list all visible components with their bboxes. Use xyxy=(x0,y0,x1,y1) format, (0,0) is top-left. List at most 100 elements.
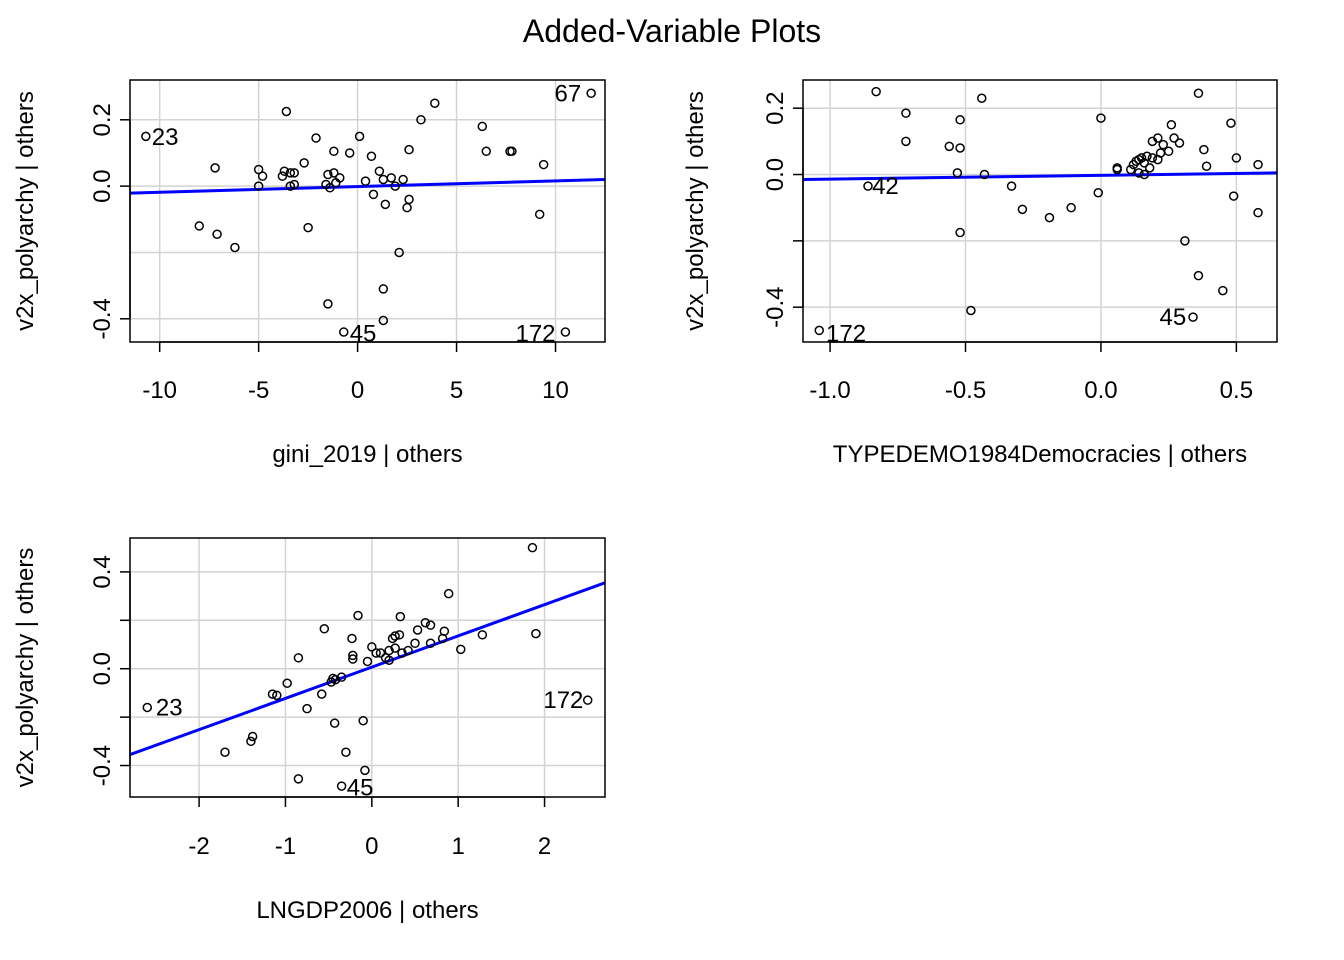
data-point xyxy=(330,674,341,685)
data-point xyxy=(289,179,300,190)
y-tick-label: -0.4 xyxy=(762,286,789,327)
point-label: 45 xyxy=(1160,304,1187,331)
y-tick-label: 0.2 xyxy=(89,103,116,136)
data-point xyxy=(1228,191,1239,201)
point-label: 42 xyxy=(872,173,899,200)
data-point xyxy=(1180,236,1190,246)
data-point xyxy=(253,164,264,175)
data-point xyxy=(404,144,414,155)
data-point xyxy=(141,131,151,142)
data-point xyxy=(966,305,976,316)
data-point xyxy=(246,736,256,747)
data-point xyxy=(230,242,240,253)
data-point xyxy=(282,678,292,688)
data-point xyxy=(329,168,339,178)
data-point xyxy=(1163,146,1174,157)
data-point xyxy=(386,173,396,183)
data-point xyxy=(481,146,491,157)
data-point xyxy=(247,731,258,742)
data-point xyxy=(348,654,358,664)
data-point xyxy=(1193,270,1204,281)
data-point xyxy=(378,174,389,185)
data-point xyxy=(384,645,394,656)
x-axis-label: gini_2019 | others xyxy=(272,441,462,468)
x-tick-label: 2 xyxy=(538,833,551,860)
data-point xyxy=(336,781,347,791)
figure-title: Added-Variable Plots xyxy=(523,13,821,49)
data-point xyxy=(394,247,404,258)
data-point xyxy=(955,115,965,125)
data-point xyxy=(531,628,541,639)
data-point xyxy=(329,146,339,157)
data-point xyxy=(586,88,596,99)
data-point xyxy=(323,169,333,180)
data-point xyxy=(374,166,385,176)
data-point xyxy=(410,638,420,649)
data-point xyxy=(311,133,321,143)
data-point xyxy=(412,625,423,635)
y-tick-label: -0.4 xyxy=(89,745,116,786)
x-axis-label: LNGDP2006 | others xyxy=(256,897,478,924)
data-point xyxy=(303,222,313,233)
data-point xyxy=(871,86,881,97)
data-point xyxy=(267,689,278,699)
data-point xyxy=(425,620,436,630)
data-point xyxy=(979,169,990,180)
data-point xyxy=(1093,188,1103,198)
data-point xyxy=(1136,153,1147,163)
data-point xyxy=(1125,164,1136,175)
data-point xyxy=(329,718,340,728)
x-tick-label: 0.0 xyxy=(1084,377,1117,404)
data-point xyxy=(384,655,394,665)
data-point xyxy=(319,624,330,634)
data-point xyxy=(1006,181,1017,191)
data-point xyxy=(1066,202,1076,213)
data-point xyxy=(380,199,391,210)
data-point xyxy=(527,542,538,553)
point-label: 23 xyxy=(156,694,183,721)
x-tick-label: 5 xyxy=(450,377,463,404)
point-label: 23 xyxy=(152,124,179,151)
x-tick-label: 10 xyxy=(542,377,569,404)
data-point xyxy=(477,630,488,640)
data-point xyxy=(366,151,377,162)
data-point xyxy=(367,642,377,652)
data-point xyxy=(443,588,454,599)
data-point xyxy=(142,702,153,713)
data-point xyxy=(293,774,304,784)
data-point xyxy=(1169,133,1179,143)
data-point xyxy=(390,181,400,191)
data-point xyxy=(1188,312,1198,322)
data-point xyxy=(253,181,264,191)
data-point xyxy=(293,653,304,663)
data-point xyxy=(378,284,389,294)
data-point xyxy=(302,703,312,714)
data-point xyxy=(220,747,230,757)
data-point xyxy=(362,656,373,667)
data-point xyxy=(390,643,400,653)
data-point xyxy=(456,644,466,655)
data-point xyxy=(1199,144,1209,155)
regression-line xyxy=(803,171,1277,181)
x-tick-label: 0 xyxy=(365,833,378,860)
data-point xyxy=(534,209,545,220)
data-point xyxy=(1218,285,1228,296)
y-tick-label: 0.0 xyxy=(89,169,116,202)
data-point xyxy=(1139,169,1150,180)
data-point xyxy=(378,315,389,326)
y-axis-label: v2x_polyarchy | others xyxy=(682,91,709,331)
data-point xyxy=(335,173,345,183)
y-axis-label: v2x_polyarchy | others xyxy=(12,91,39,331)
data-point xyxy=(1226,118,1236,128)
y-tick-label: 0.4 xyxy=(89,555,116,588)
data-point xyxy=(404,194,414,205)
data-point xyxy=(336,672,347,682)
x-tick-label: -2 xyxy=(188,833,209,860)
data-point xyxy=(814,325,825,336)
x-tick-label: -1 xyxy=(275,833,296,860)
data-point xyxy=(1231,153,1242,163)
regression-line xyxy=(130,581,605,757)
data-point xyxy=(1174,138,1185,148)
